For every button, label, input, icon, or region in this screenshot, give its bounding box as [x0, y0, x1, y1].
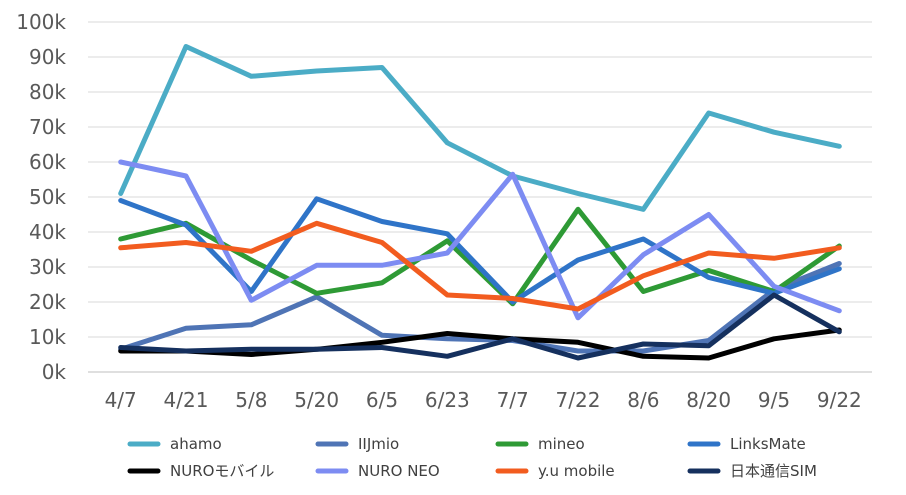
legend-item: 日本通信SIM [687, 462, 817, 480]
legend-label: ahamo [170, 435, 222, 453]
x-tick-label: 9/5 [758, 388, 790, 412]
y-tick-label: 20k [29, 290, 66, 314]
x-tick-label: 6/23 [425, 388, 470, 412]
y-tick-label: 30k [29, 255, 66, 279]
legend-label: NUROモバイル [170, 462, 274, 480]
y-tick-label: 60k [29, 150, 66, 174]
series-line [118, 206, 842, 307]
y-axis-ticks: 0k 10k 20k 30k 40k 50k 60k 70k 80k 90k 100k [16, 10, 66, 384]
legend-item: ahamo [127, 435, 222, 453]
y-tick-label: 80k [29, 80, 66, 104]
legend-item: LinksMate [687, 435, 806, 453]
y-tick-label: 50k [29, 185, 66, 209]
x-axis-ticks: 4/7 4/21 5/8 5/20 6/5 6/23 7/7 7/22 8/6 8/20 9/5 9/… [105, 388, 862, 412]
x-tick-label: 6/5 [366, 388, 398, 412]
x-tick-label: 4/21 [164, 388, 209, 412]
series-line [118, 327, 842, 361]
y-tick-label: 100k [16, 10, 66, 34]
legend-label: mineo [538, 435, 585, 453]
grid [88, 21, 872, 373]
legend-label: IIJmio [358, 435, 399, 453]
x-tick-label: 5/8 [235, 388, 267, 412]
x-tick-label: 9/22 [817, 388, 862, 412]
series-lines [118, 44, 842, 361]
legend-item: NURO NEO [315, 462, 440, 480]
series-line [118, 159, 842, 321]
legend-item: IIJmio [315, 435, 399, 453]
y-tick-label: 0k [42, 360, 67, 384]
legend-label: NURO NEO [358, 462, 440, 480]
series-line [118, 292, 842, 361]
x-tick-label: 8/20 [686, 388, 731, 412]
y-tick-label: 40k [29, 220, 66, 244]
legend: ahamo IIJmio mineo LinksMate NUROモバイル NURO NE… [127, 435, 817, 480]
legend-item: NUROモバイル [127, 462, 274, 480]
legend-label: y.u mobile [538, 462, 615, 480]
series-line [118, 261, 842, 354]
x-tick-label: 8/6 [627, 388, 659, 412]
series-line [118, 44, 842, 212]
y-tick-label: 70k [29, 115, 66, 139]
legend-item: y.u mobile [495, 462, 615, 480]
y-tick-label: 10k [29, 325, 66, 349]
x-tick-label: 7/22 [556, 388, 601, 412]
x-tick-label: 7/7 [497, 388, 529, 412]
x-tick-label: 4/7 [105, 388, 137, 412]
legend-label: 日本通信SIM [730, 462, 817, 480]
legend-label: LinksMate [730, 435, 806, 453]
legend-item: mineo [495, 435, 585, 453]
y-tick-label: 90k [29, 45, 66, 69]
x-tick-label: 5/20 [294, 388, 339, 412]
series-line [118, 220, 842, 312]
